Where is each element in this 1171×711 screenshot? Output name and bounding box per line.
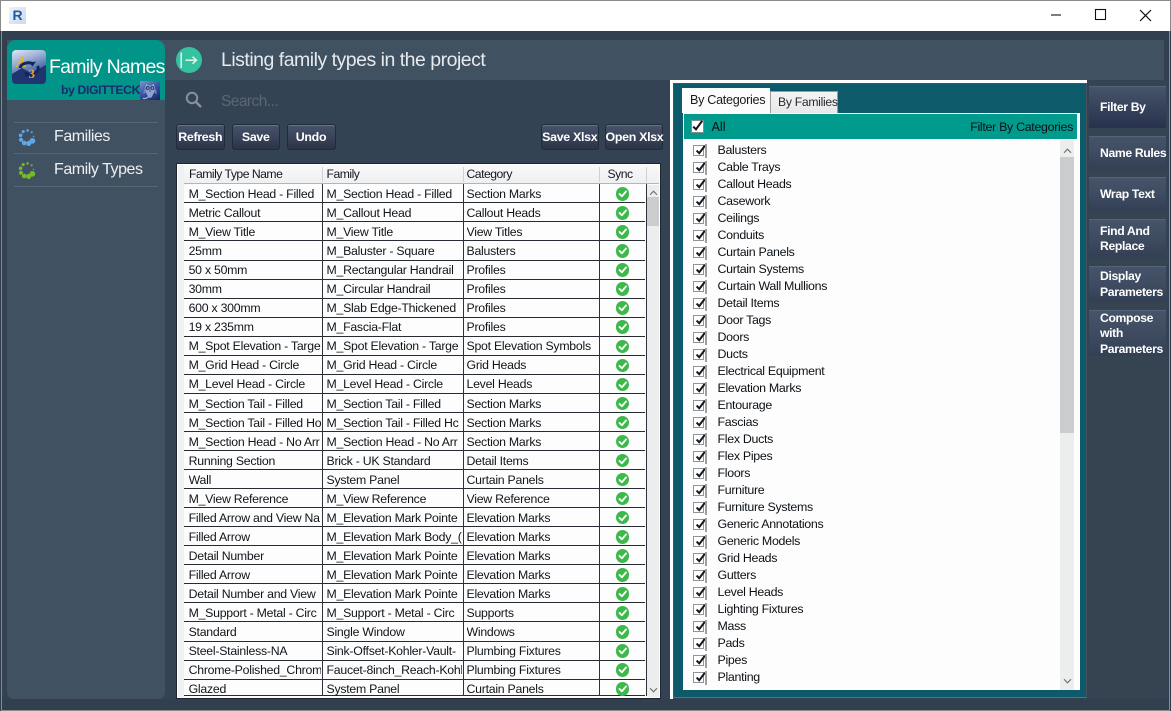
svg-text:3: 3 [29,66,36,81]
svg-text:A: A [15,54,27,71]
